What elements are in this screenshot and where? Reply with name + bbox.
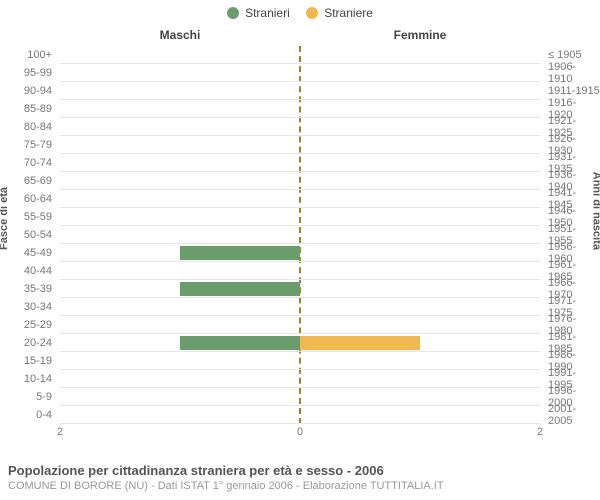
age-label: 85-89 (0, 103, 56, 115)
bar-area (60, 408, 540, 422)
chart-subtitle: COMUNE DI BORORE (NU) - Dati ISTAT 1° ge… (8, 480, 592, 492)
column-header-male: Maschi (160, 28, 201, 42)
column-header-female: Femmine (394, 28, 447, 42)
chart-title: Popolazione per cittadinanza straniera p… (8, 463, 592, 478)
age-label: 40-44 (0, 265, 56, 277)
bar-area (60, 138, 540, 152)
table-row: 70-741931-1935 (60, 154, 540, 172)
table-row: 100+≤ 1905 (60, 46, 540, 64)
legend-swatch-female (306, 7, 318, 19)
age-label: 50-54 (0, 229, 56, 241)
bar-area (60, 264, 540, 278)
chart-footer: Popolazione per cittadinanza straniera p… (8, 463, 592, 492)
age-label: 20-24 (0, 337, 56, 349)
table-row: 25-291976-1980 (60, 316, 540, 334)
table-row: 85-891916-1920 (60, 100, 540, 118)
bar-area (60, 84, 540, 98)
legend-item-male: Stranieri (227, 6, 290, 20)
male-bar (180, 246, 300, 260)
table-row: 40-441961-1965 (60, 262, 540, 280)
birth-year-label: 1911-1915 (544, 85, 600, 97)
table-row: 65-691936-1940 (60, 172, 540, 190)
table-row: 10-141991-1995 (60, 370, 540, 388)
age-label: 55-59 (0, 211, 56, 223)
bar-area (60, 318, 540, 332)
bar-area (60, 300, 540, 314)
age-label: 30-34 (0, 301, 56, 313)
bar-area (60, 66, 540, 80)
table-row: 0-42001-2005 (60, 406, 540, 424)
age-label: 25-29 (0, 319, 56, 331)
age-label: 80-84 (0, 121, 56, 133)
bar-area (60, 372, 540, 386)
table-row: 50-541951-1955 (60, 226, 540, 244)
bar-area (60, 48, 540, 62)
legend: Stranieri Straniere (0, 6, 600, 24)
age-label: 60-64 (0, 193, 56, 205)
table-row: 30-341971-1975 (60, 298, 540, 316)
age-label: 5-9 (0, 391, 56, 403)
age-label: 0-4 (0, 409, 56, 421)
x-tick-right-max: 2 (537, 426, 543, 438)
table-row: 45-491956-1960 (60, 244, 540, 262)
male-bar (180, 282, 300, 296)
table-row: 15-191986-1990 (60, 352, 540, 370)
birth-year-label: 2001-2005 (544, 403, 600, 427)
population-pyramid-chart: Stranieri Straniere Maschi Femmine Fasce… (0, 0, 600, 500)
x-tick-left-max: 2 (57, 426, 63, 438)
age-label: 45-49 (0, 247, 56, 259)
bar-area (60, 336, 540, 350)
table-row: 60-641941-1945 (60, 190, 540, 208)
age-label: 65-69 (0, 175, 56, 187)
legend-label-female: Straniere (324, 6, 373, 20)
bar-area (60, 120, 540, 134)
bar-area (60, 246, 540, 260)
bar-area (60, 282, 540, 296)
table-row: 90-941911-1915 (60, 82, 540, 100)
age-label: 10-14 (0, 373, 56, 385)
table-row: 95-991906-1910 (60, 64, 540, 82)
male-bar (180, 336, 300, 350)
bar-area (60, 102, 540, 116)
legend-label-male: Stranieri (245, 6, 290, 20)
table-row: 55-591946-1950 (60, 208, 540, 226)
legend-swatch-male (227, 7, 239, 19)
age-label: 75-79 (0, 139, 56, 151)
age-label: 15-19 (0, 355, 56, 367)
bar-area (60, 390, 540, 404)
birth-year-label: ≤ 1905 (544, 49, 600, 61)
column-headers: Maschi Femmine (60, 28, 540, 46)
table-row: 35-391966-1970 (60, 280, 540, 298)
birth-year-label: 1906-1910 (544, 61, 600, 85)
plot-area: 100+≤ 190595-991906-191090-941911-191585… (60, 46, 540, 424)
bar-area (60, 192, 540, 206)
age-label: 35-39 (0, 283, 56, 295)
age-label: 70-74 (0, 157, 56, 169)
age-label: 95-99 (0, 67, 56, 79)
table-row: 75-791926-1930 (60, 136, 540, 154)
table-row: 5-91996-2000 (60, 388, 540, 406)
bar-area (60, 354, 540, 368)
x-tick-center: 0 (297, 426, 303, 438)
bar-area (60, 228, 540, 242)
legend-item-female: Straniere (306, 6, 373, 20)
bar-area (60, 156, 540, 170)
bar-area (60, 174, 540, 188)
row-gridline (60, 423, 540, 424)
table-row: 20-241981-1985 (60, 334, 540, 352)
female-bar (300, 336, 420, 350)
age-label: 90-94 (0, 85, 56, 97)
x-axis-ticks: 2 0 2 (60, 426, 540, 440)
age-label: 100+ (0, 49, 56, 61)
bar-area (60, 210, 540, 224)
table-row: 80-841921-1925 (60, 118, 540, 136)
